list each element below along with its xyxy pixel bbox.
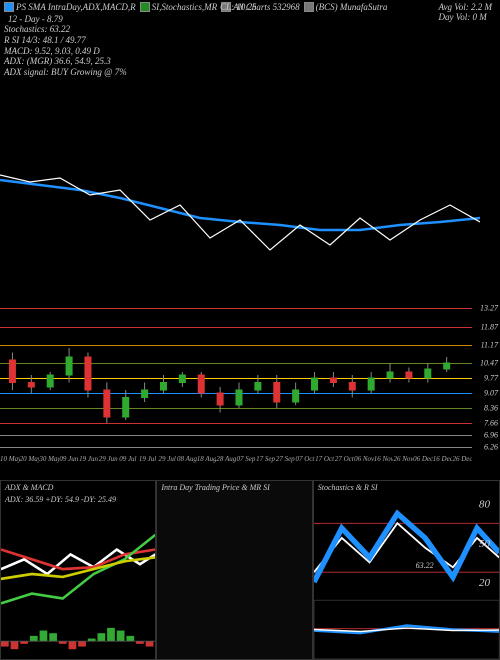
- svg-text:20: 20: [479, 577, 491, 589]
- price-level-label: 8.36: [484, 404, 498, 413]
- price-level-label: 9.07: [484, 389, 498, 398]
- stoch-value-label: 63.22: [416, 561, 434, 570]
- adx-macd-panel: ADX & MACD ADX: 36.59 +DY: 54.9 -DY: 25.…: [0, 480, 156, 660]
- info-line: R SI 14/3: 48.1 / 49.77: [4, 35, 127, 46]
- stochastics-panel: Stochastics & R SI 80 50 20 63.22: [313, 480, 500, 660]
- date-tick: 27 Oct: [334, 455, 354, 475]
- price-level-label: 9.77: [484, 374, 498, 383]
- indicator-summary: Stochastics: 63.22R SI 14/3: 48.1 / 49.7…: [4, 24, 127, 78]
- date-tick: 09 Jul: [118, 455, 138, 475]
- date-tick: 29 Jul: [157, 455, 177, 475]
- price-level-label: 6.96: [484, 431, 498, 440]
- main-price-chart: [0, 100, 480, 280]
- date-tick: 27 Sep: [275, 455, 295, 475]
- legend-item: SI,Stochastics,MR: [140, 2, 218, 12]
- date-tick: 19 Jun: [79, 455, 99, 475]
- date-tick: 26 Dec: [452, 455, 472, 475]
- svg-text:50: 50: [479, 538, 491, 550]
- date-tick: 16 Nov: [374, 455, 394, 475]
- date-tick: 06 Nov: [354, 455, 374, 475]
- legend-swatch: [304, 2, 314, 12]
- price-level-label: 10.47: [480, 359, 498, 368]
- intraday-panel: Intra Day Trading Price & MR SI: [156, 480, 312, 660]
- price-level-label: 7.66: [484, 419, 498, 428]
- sub-header: 12 - Day - 8.79: [8, 14, 63, 24]
- date-tick: 10 May: [0, 455, 20, 475]
- date-tick: 28 Aug: [216, 455, 236, 475]
- date-tick: 26 Nov: [393, 455, 413, 475]
- volume-info: Avg Vol: 2.2 M Day Vol: 0 M: [439, 2, 493, 22]
- price-level-label: 11.87: [481, 323, 498, 332]
- price-level-label: 13.27: [480, 303, 498, 312]
- date-tick: 17 Sep: [256, 455, 276, 475]
- date-tick: 29 Jun: [98, 455, 118, 475]
- legend-label: SI,Stochastics,MR: [152, 2, 218, 12]
- avg-vol: Avg Vol: 2.2 M: [439, 2, 493, 12]
- date-tick: 18 Aug: [197, 455, 217, 475]
- date-tick: 30 May: [39, 455, 59, 475]
- panel-title: Intra Day Trading Price & MR SI: [161, 483, 269, 492]
- price-level-label: 11.17: [481, 341, 498, 350]
- info-line: MACD: 9.52, 9.03, 0.49 D: [4, 46, 127, 57]
- date-tick: 19 Jul: [138, 455, 158, 475]
- info-line: Stochastics: 63.22: [4, 24, 127, 35]
- legend-swatch: [4, 2, 14, 12]
- adx-values: ADX: 36.59 +DY: 54.9 -DY: 25.49: [5, 495, 116, 504]
- date-tick: 06 Dec: [413, 455, 433, 475]
- date-tick: 17 Oct: [315, 455, 335, 475]
- day-vol: Day Vol: 0 M: [439, 12, 493, 22]
- svg-text:80: 80: [479, 499, 491, 511]
- price-level-label: 6.26: [484, 443, 498, 452]
- date-tick: 07 Sep: [236, 455, 256, 475]
- date-tick: 16 Dec: [433, 455, 453, 475]
- legend-label: PS SMA IntraDay,ADX,MACD,R: [16, 2, 136, 12]
- legend-item: (BCS) MunafaSutra: [304, 2, 388, 12]
- close-price: CL: 10.25: [220, 2, 257, 12]
- date-tick: 20 May: [20, 455, 40, 475]
- info-line: ADX signal: BUY Growing @ 7%: [4, 67, 127, 78]
- panel-title: ADX & MACD: [5, 483, 53, 492]
- legend-swatch: [140, 2, 150, 12]
- legend-item: PS SMA IntraDay,ADX,MACD,R: [4, 2, 136, 12]
- candle-chart: 13.2711.8711.1710.479.779.078.367.666.96…: [0, 300, 472, 450]
- legend: PS SMA IntraDay,ADX,MACD,R SI,Stochastics…: [4, 2, 387, 12]
- date-tick: 08 Aug: [177, 455, 197, 475]
- date-tick: 09 Jun: [59, 455, 79, 475]
- panel-title: Stochastics & R SI: [318, 483, 378, 492]
- legend-label: (BCS) MunafaSutra: [316, 2, 388, 12]
- date-axis: 10 May20 May30 May09 Jun19 Jun29 Jun09 J…: [0, 455, 472, 475]
- date-tick: 07 Oct: [295, 455, 315, 475]
- bottom-panels: ADX & MACD ADX: 36.59 +DY: 54.9 -DY: 25.…: [0, 480, 500, 660]
- info-line: ADX: (MGR) 36.6, 54.9, 25.3: [4, 56, 127, 67]
